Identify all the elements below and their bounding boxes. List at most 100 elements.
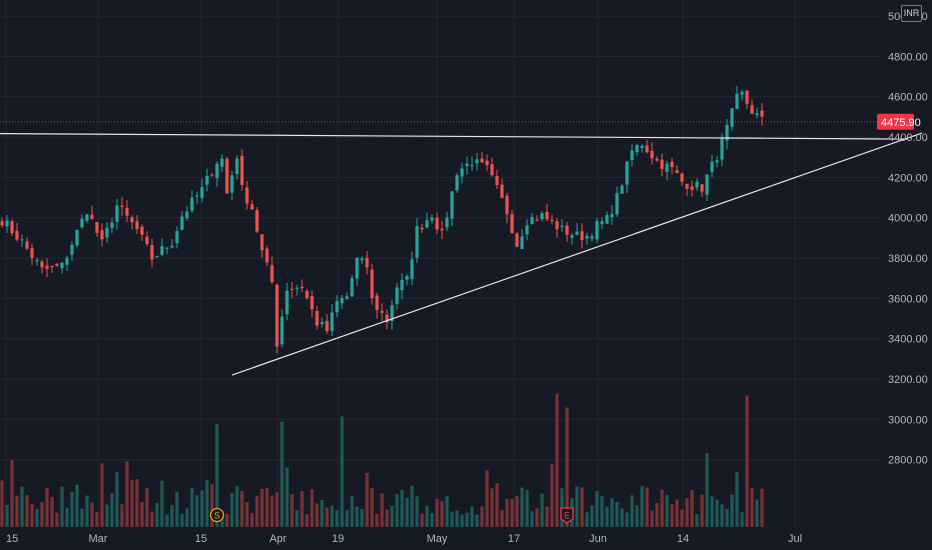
volume-bar <box>540 493 544 527</box>
event-marker-e[interactable]: E <box>560 507 574 524</box>
volume-bar <box>205 480 209 527</box>
candle <box>365 257 369 268</box>
volume-bar <box>115 472 119 527</box>
candle <box>715 160 719 163</box>
candle <box>480 158 484 163</box>
volume-bar <box>505 498 509 527</box>
candle <box>5 220 9 227</box>
candle <box>625 161 629 185</box>
volume-bar <box>510 498 514 527</box>
volume-bar <box>705 453 709 527</box>
volume-bar <box>620 508 624 527</box>
event-marker-shield <box>560 507 574 524</box>
candle <box>360 258 364 261</box>
candle <box>175 231 179 244</box>
price-tick-label: 4200.00 <box>888 172 928 184</box>
candle <box>15 230 19 240</box>
volume-bar <box>340 416 344 527</box>
volume-bar <box>120 504 124 527</box>
candle <box>70 244 74 255</box>
volume-bar <box>345 510 349 527</box>
candle <box>710 161 714 172</box>
volume-bar <box>615 501 619 527</box>
volume-bar <box>295 510 299 527</box>
volume-bar <box>605 506 609 527</box>
candle <box>350 278 354 297</box>
volume-bar <box>410 485 414 527</box>
last-price-tag-label: 4475.90 <box>881 117 921 129</box>
candle <box>145 236 149 245</box>
candle <box>95 222 99 233</box>
candle <box>505 195 509 215</box>
candle <box>550 219 554 221</box>
candle <box>315 311 319 326</box>
candle <box>20 239 24 241</box>
volume-bar <box>465 512 469 527</box>
candle <box>485 160 489 166</box>
candle <box>355 257 359 279</box>
candle <box>100 230 104 240</box>
candle <box>205 175 209 185</box>
volume-bar <box>230 493 234 527</box>
volume-bar <box>495 483 499 527</box>
volume-bar <box>30 504 34 527</box>
candle <box>595 221 599 240</box>
candles <box>0 86 764 354</box>
candle <box>105 227 109 238</box>
candle <box>410 259 414 279</box>
event-marker-circle <box>209 507 225 523</box>
candle <box>0 221 4 226</box>
candle <box>50 265 54 267</box>
price-tick-label: 4000.00 <box>888 213 928 225</box>
candle <box>745 90 749 104</box>
price-tick-label: 3600.00 <box>888 293 928 305</box>
candle <box>340 297 344 304</box>
candle <box>450 191 454 219</box>
candle <box>730 108 734 127</box>
volume-bar <box>265 487 269 527</box>
volume-bar <box>545 506 549 527</box>
candle <box>675 170 679 174</box>
volume-bar <box>395 494 399 527</box>
grid-lines <box>0 0 880 527</box>
volume-bar <box>0 480 4 527</box>
volume-bar <box>420 513 424 527</box>
candle <box>460 168 464 177</box>
volume-bar <box>50 496 54 527</box>
candle <box>610 213 614 217</box>
candle <box>585 236 589 239</box>
price-axis[interactable]: 5000.004800.004600.004400.004200.004000.… <box>877 11 928 467</box>
candle <box>515 233 519 247</box>
volume-bar <box>530 511 534 527</box>
candle <box>280 316 284 345</box>
volume-bar <box>20 486 24 527</box>
volume-bar <box>525 489 529 527</box>
volume-bar <box>670 504 674 527</box>
candle <box>210 174 214 176</box>
candle <box>240 155 244 185</box>
candle <box>375 295 379 310</box>
candle <box>645 145 649 153</box>
volume-bar <box>425 505 429 527</box>
trendlines[interactable] <box>0 132 923 376</box>
volume-bar <box>110 493 114 527</box>
time-axis[interactable]: 15 Mar 15 Apr 19 May 17 Jun 14 Jul <box>6 533 802 545</box>
volume-bar <box>595 490 599 527</box>
candle <box>60 262 64 269</box>
candle <box>395 287 399 304</box>
candle <box>430 217 434 221</box>
volume-bar <box>575 486 579 527</box>
volume-bar <box>385 509 389 527</box>
volume-bar <box>695 514 699 527</box>
event-marker-s[interactable]: S <box>209 507 225 523</box>
currency-badge[interactable]: INR <box>901 5 922 22</box>
volume-bar <box>535 508 539 527</box>
candle <box>725 124 729 141</box>
candle <box>565 225 569 235</box>
candle <box>10 221 14 234</box>
volume-bar <box>500 509 504 527</box>
volume-bar <box>360 509 364 527</box>
volume-bar <box>210 484 214 527</box>
